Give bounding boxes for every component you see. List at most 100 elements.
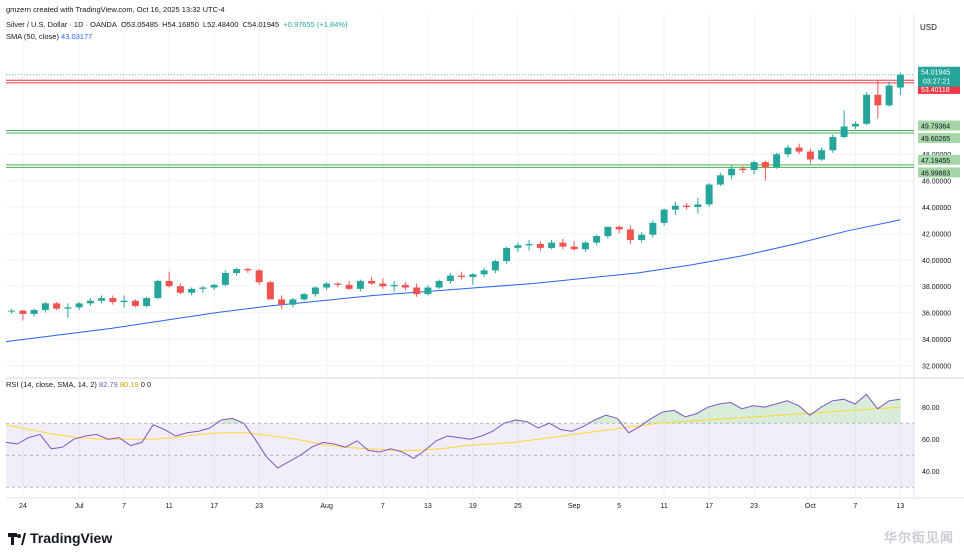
y-tick-label: 34.00000 [922,337,951,344]
ohlc-high: H54.16850 [162,20,199,29]
candle-body [390,284,398,287]
candle-body [109,298,117,303]
currency-label[interactable]: USD [920,23,937,32]
candle-body [334,283,342,285]
level-label: 47.19455 [921,158,950,165]
rsi-tick-label: 60.00 [922,437,940,444]
rsi-legend-value: 82.79 [98,380,118,389]
rsi-tick-label: 80.00 [922,405,940,412]
sma-line [5,219,901,343]
candle-body [660,209,668,223]
candles [8,72,904,321]
candle-body [413,287,421,295]
candle-body [244,269,252,271]
candle-body [300,294,308,300]
rsi-legend[interactable]: RSI (14, close, SMA, 14, 2) 82.79 80.19 … [6,380,151,389]
level-label: 49.60265 [921,136,950,143]
x-tick-label: 17 [210,503,218,510]
candle-body [98,298,106,301]
candle-body [176,286,184,293]
horizontal-levels [6,74,914,168]
x-tick-label: 5 [617,503,621,510]
tradingview-logo-icon [8,532,26,545]
candle-body [514,245,522,248]
candle-body [581,242,589,250]
sma-legend-value: 43.03177 [61,32,93,41]
candle-body [739,168,747,171]
rsi-line [5,393,901,469]
rsi-band-fill [6,423,914,488]
candle-body [221,273,229,285]
candle-body [795,147,803,152]
axes: 32.00000 34.00000 36.00000 38.00000 40.00000… [19,66,960,510]
candle-body [143,298,151,306]
x-tick-label: 7 [122,503,126,510]
rsi-extra-values: 0 0 [140,380,152,389]
x-tick-label: 11 [660,503,667,510]
candle-body [806,151,814,160]
candle-body [694,204,702,207]
candle-body [401,284,409,288]
x-tick-label: Oct [805,503,816,510]
candle-body [379,283,387,287]
candle-body [570,246,578,250]
candle-body [165,280,173,287]
candle-body [784,147,792,155]
candle-body [750,162,758,171]
sma-legend-label: SMA (50, close) [6,32,59,41]
rsi-overbought-fill [6,394,901,424]
candle-body [840,126,848,138]
candle-body [199,287,207,289]
x-tick-label: 25 [514,503,522,510]
y-tick-label: 44.00000 [922,205,951,212]
candle-body [8,310,16,312]
x-tick-label: 23 [255,503,263,510]
candle-body [559,242,567,247]
candle-body [323,283,331,288]
level-label-bg [918,83,960,94]
candle-body [278,299,286,305]
candle-body [75,303,83,308]
candle-body [289,299,297,305]
candle-body [649,222,657,235]
candle-body [525,243,533,246]
candle-body [604,226,612,237]
candle-body [424,287,432,295]
candle-body [829,137,837,151]
sma-legend[interactable]: SMA (50, close) 43.03177 [6,32,92,41]
x-tick-label: 11 [165,503,172,510]
candle-body [368,280,376,284]
level-label-bg [918,133,960,144]
y-tick-label: 40.00000 [922,258,951,265]
sma-50-line [5,219,901,343]
candle-body [896,74,904,88]
rsi-pane [5,393,914,488]
x-tick-label: 7 [853,503,857,510]
x-tick-label: 13 [424,503,432,510]
x-tick-label: 24 [19,503,27,510]
candle-body [885,85,893,106]
grid [6,14,964,499]
level-label-bg [918,120,960,131]
chart-credit: gmzern created with TradingView.com, Oct… [6,5,225,14]
candle-body [536,243,544,248]
ohlc-change: +0.97655 (+1.84%) [283,20,348,29]
x-tick-label: Jul [75,503,84,510]
symbol-name[interactable]: Silver / U.S. Dollar · 1D · OANDA [6,20,117,29]
candle-body [154,280,162,299]
candle-body [491,261,499,271]
ohlc-low: L52.48400 [202,20,239,29]
x-tick-label: Aug [320,503,333,510]
candle-body [41,303,49,310]
candle-body [311,287,319,295]
candle-body [255,270,263,283]
rsi-sma-line [5,406,901,451]
candle-body [773,154,781,168]
candle-body [705,184,713,205]
candle-body [53,303,61,309]
candle-body [548,242,556,248]
last-price-badge [918,66,960,87]
candle-body [210,284,218,288]
candle-body [120,300,128,303]
tradingview-logo[interactable]: TradingView [8,530,112,546]
